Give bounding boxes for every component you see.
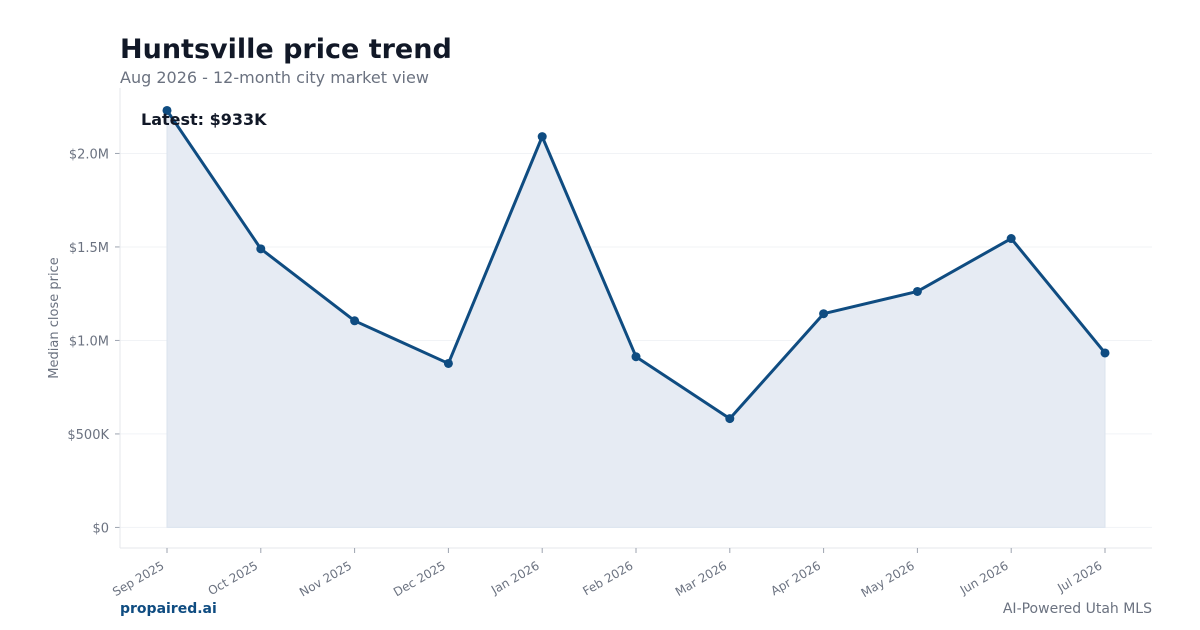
area-layer (166, 108, 1106, 528)
x-tick-label: Oct 2025 (206, 558, 261, 598)
area-fill (166, 108, 1106, 528)
y-tick-label: $2.0M (69, 147, 109, 162)
data-point (631, 352, 641, 362)
points-layer (162, 105, 1110, 424)
axes (115, 88, 1152, 553)
data-point (1100, 348, 1110, 358)
data-point (912, 286, 922, 296)
x-tick-label: Jun 2026 (957, 558, 1011, 597)
y-tick-label: $0 (92, 521, 109, 536)
data-point (443, 358, 453, 368)
x-tick-label: Sep 2025 (110, 558, 166, 599)
y-axis-title: Median close price (47, 257, 62, 378)
data-point (819, 309, 829, 319)
data-point (162, 105, 172, 115)
x-tick-label: Nov 2025 (297, 558, 354, 599)
tagline-label: AI-Powered Utah MLS (1002, 601, 1152, 617)
x-tick-label: Jan 2026 (488, 558, 542, 597)
chart-subtitle: Aug 2026 - 12-month city market view (120, 68, 429, 87)
data-point (537, 132, 547, 142)
data-point (256, 244, 266, 254)
data-point (350, 316, 360, 326)
data-point (725, 414, 735, 424)
x-tick-label: Apr 2026 (768, 558, 823, 598)
brand-label[interactable]: propaired.ai (120, 601, 217, 617)
y-tick-label: $1.0M (69, 334, 109, 349)
chart-title: Huntsville price trend (120, 34, 452, 65)
y-tick-label: $1.5M (69, 241, 109, 256)
x-tick-label: Feb 2026 (580, 558, 635, 598)
latest-annotation: Latest: $933K (141, 110, 267, 129)
x-tick-label: May 2026 (859, 558, 917, 600)
x-tick-label: Jul 2026 (1054, 558, 1104, 595)
x-tick-label: Mar 2026 (673, 558, 729, 599)
data-point (1006, 234, 1016, 244)
x-tick-label: Dec 2025 (391, 558, 448, 599)
y-tick-label: $500K (67, 428, 109, 443)
